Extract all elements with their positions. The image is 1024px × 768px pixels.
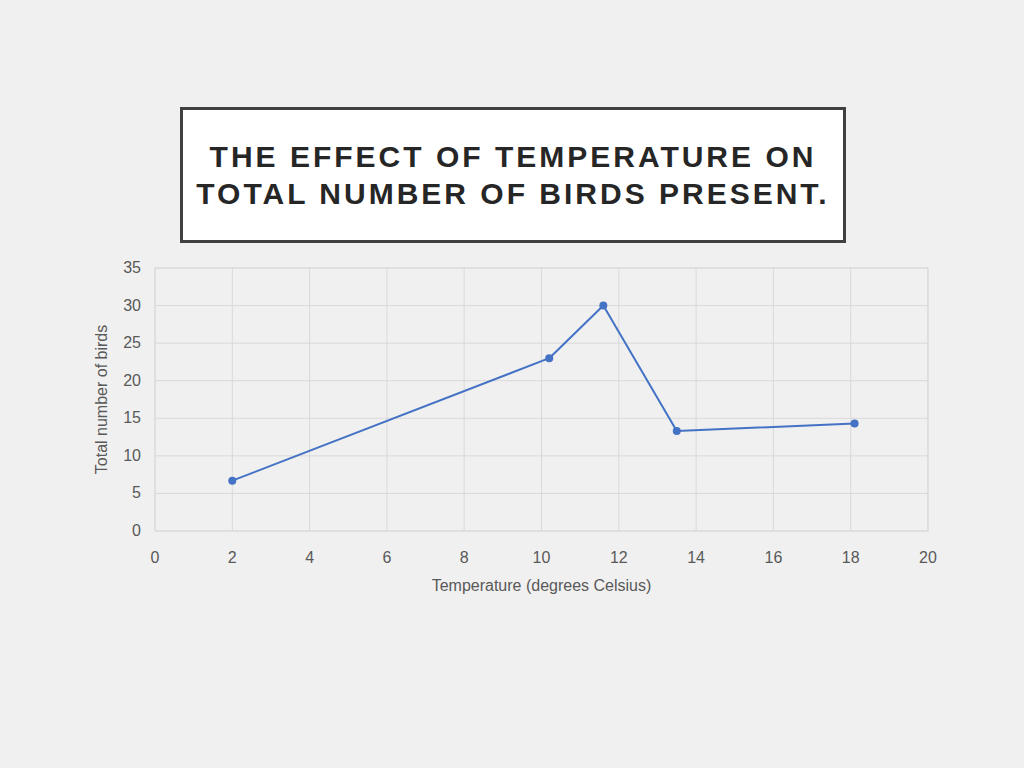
x-tick-label: 10 [533, 549, 551, 566]
x-grid-line [464, 268, 465, 531]
plot-frame [155, 268, 928, 531]
x-tick-label: 14 [687, 549, 705, 566]
x-grid-line [232, 268, 233, 531]
title-box: THE EFFECT OF TEMPERATURE ON TOTAL NUMBE… [180, 107, 846, 243]
data-point [545, 354, 553, 362]
chart: 0 5 10 15 20 25 30 35 0 2 4 6 8 10 12 14 16 18 20 Temperatu… [0, 0, 1024, 768]
x-tick-label: 20 [919, 549, 937, 566]
x-tick-label: 8 [460, 549, 469, 566]
x-grid-line [386, 268, 387, 531]
x-tick-label: 12 [610, 549, 628, 566]
x-tick-label: 0 [151, 549, 160, 566]
y-tick-label: 15 [123, 409, 141, 426]
y-axis-label: Total number of birds [93, 325, 110, 474]
y-tick-label: 30 [123, 297, 141, 314]
data-point [228, 477, 236, 485]
x-tick-label: 4 [305, 549, 314, 566]
y-tick-label: 10 [123, 447, 141, 464]
y-tick-label: 20 [123, 372, 141, 389]
chart-title: THE EFFECT OF TEMPERATURE ON TOTAL NUMBE… [193, 138, 833, 212]
data-line [232, 306, 854, 481]
data-group [228, 302, 858, 485]
grid [155, 268, 928, 531]
x-grid-line [618, 268, 619, 531]
x-tick-label: 18 [842, 549, 860, 566]
x-grid-line [696, 268, 697, 531]
x-grid-line [541, 268, 542, 531]
x-tick-label: 2 [228, 549, 237, 566]
x-tick-label: 16 [765, 549, 783, 566]
y-tick-label: 35 [123, 259, 141, 276]
data-point [673, 427, 681, 435]
data-point [599, 302, 607, 310]
x-grid-line [850, 268, 851, 531]
data-point [851, 420, 859, 428]
y-tick-label: 0 [132, 522, 141, 539]
y-tick-label: 5 [132, 484, 141, 501]
y-tick-label: 25 [123, 334, 141, 351]
x-axis-label: Temperature (degrees Celsius) [432, 577, 652, 594]
x-tick-label: 6 [382, 549, 391, 566]
x-grid-line [773, 268, 774, 531]
x-grid-line [309, 268, 310, 531]
